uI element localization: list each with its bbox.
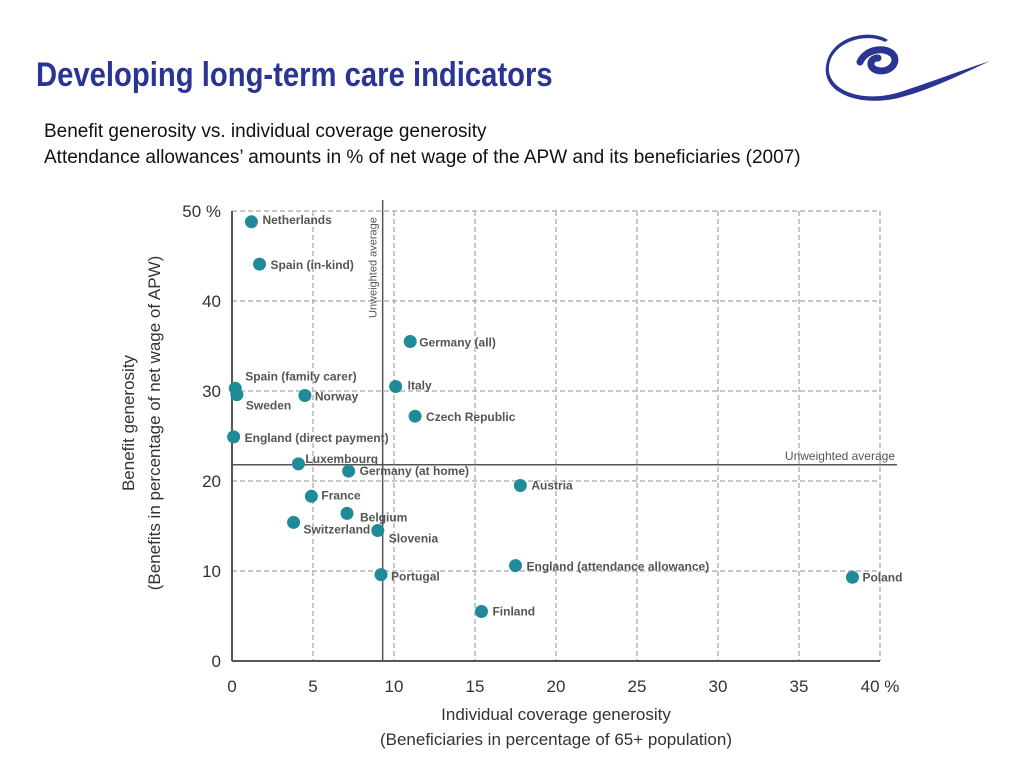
page-title: Developing long-term care indicators xyxy=(36,56,553,94)
chart-grid xyxy=(232,210,881,661)
data-points: Netherlands Spain (in-kind) Germany (all) S… xyxy=(227,213,902,619)
data-point-label: Finland xyxy=(492,605,535,619)
data-point-label: Austria xyxy=(531,479,573,493)
data-point-label: England (direct payment) xyxy=(245,431,389,445)
y-tick-label: 40 xyxy=(202,292,221,311)
x-tick-label: 5 xyxy=(308,677,317,696)
chart-axes: 0 5 10 15 20 25 30 35 40 % 0 10 20 30 40 50 % xyxy=(182,202,899,696)
data-point xyxy=(389,380,403,393)
data-point xyxy=(474,605,488,618)
data-point xyxy=(342,464,356,478)
y-tick-label: 30 xyxy=(202,382,221,401)
data-point xyxy=(509,559,522,573)
y-axis-subtitle: (Benefits in percentage of net wage of A… xyxy=(145,256,164,591)
x-tick-label: 10 xyxy=(385,677,404,696)
organization-logo xyxy=(825,34,990,101)
x-tick-label: 20 xyxy=(547,677,566,696)
data-point xyxy=(291,457,305,471)
x-tick-label: 35 xyxy=(790,677,809,696)
x-axis-subtitle: (Beneficiaries in percentage of 65+ popu… xyxy=(380,730,732,749)
x-tick-label: 30 xyxy=(709,677,728,696)
y-tick-label: 20 xyxy=(202,472,221,491)
data-point xyxy=(408,409,422,423)
vertical-average-label: Unweighted average xyxy=(368,217,380,318)
y-tick-label: 50 % xyxy=(182,202,221,221)
data-point xyxy=(253,257,267,271)
x-tick-label: 15 xyxy=(466,677,485,696)
data-point-label: Italy xyxy=(408,379,432,393)
data-point-label: Luxembourg xyxy=(305,452,378,466)
y-axis-title: Benefit generosity xyxy=(119,354,138,491)
data-point-label: Slovenia xyxy=(389,532,439,546)
data-point-label: Belgium xyxy=(360,510,407,524)
data-point xyxy=(340,506,354,520)
reference-lines: Unweighted average Unweighted average xyxy=(232,200,897,661)
chart-subtitle-line1: Benefit generosity vs. individual covera… xyxy=(44,121,487,142)
x-tick-label: 25 xyxy=(628,677,647,696)
x-tick-label: 40 % xyxy=(861,677,900,696)
data-point-label: Netherlands xyxy=(262,213,332,227)
data-point xyxy=(374,568,388,582)
data-point-label: Czech Republic xyxy=(426,410,516,424)
data-point-label: England (attendance allowance) xyxy=(527,560,710,574)
data-point-label: France xyxy=(321,488,361,502)
data-point xyxy=(227,430,241,444)
x-tick-label: 0 xyxy=(227,677,236,696)
data-point xyxy=(304,489,318,503)
data-point-label: Germany (all) xyxy=(419,336,496,350)
data-point-label: Sweden xyxy=(246,399,291,413)
horizontal-average-label: Unweighted average xyxy=(785,449,895,463)
data-point-label: Spain (family carer) xyxy=(245,369,356,383)
data-point-label: Norway xyxy=(315,390,359,404)
data-point xyxy=(513,479,527,492)
y-tick-label: 10 xyxy=(202,562,221,581)
data-point xyxy=(403,335,417,348)
data-point-label: Poland xyxy=(862,570,902,584)
x-axis-title: Individual coverage generosity xyxy=(441,705,671,724)
data-point-label: Germany (at home) xyxy=(360,464,469,478)
data-point-label: Switzerland xyxy=(304,522,371,536)
data-point-label: Spain (in-kind) xyxy=(271,258,354,272)
data-point xyxy=(371,524,385,537)
y-tick-label: 0 xyxy=(212,652,221,671)
data-point xyxy=(230,388,244,402)
data-point xyxy=(244,215,258,229)
data-point xyxy=(287,515,301,529)
data-point-label: Portugal xyxy=(391,570,440,584)
data-point xyxy=(298,389,312,402)
data-point xyxy=(845,570,859,584)
chart-subtitle-line2: Attendance allowances’ amounts in % of n… xyxy=(44,147,801,168)
